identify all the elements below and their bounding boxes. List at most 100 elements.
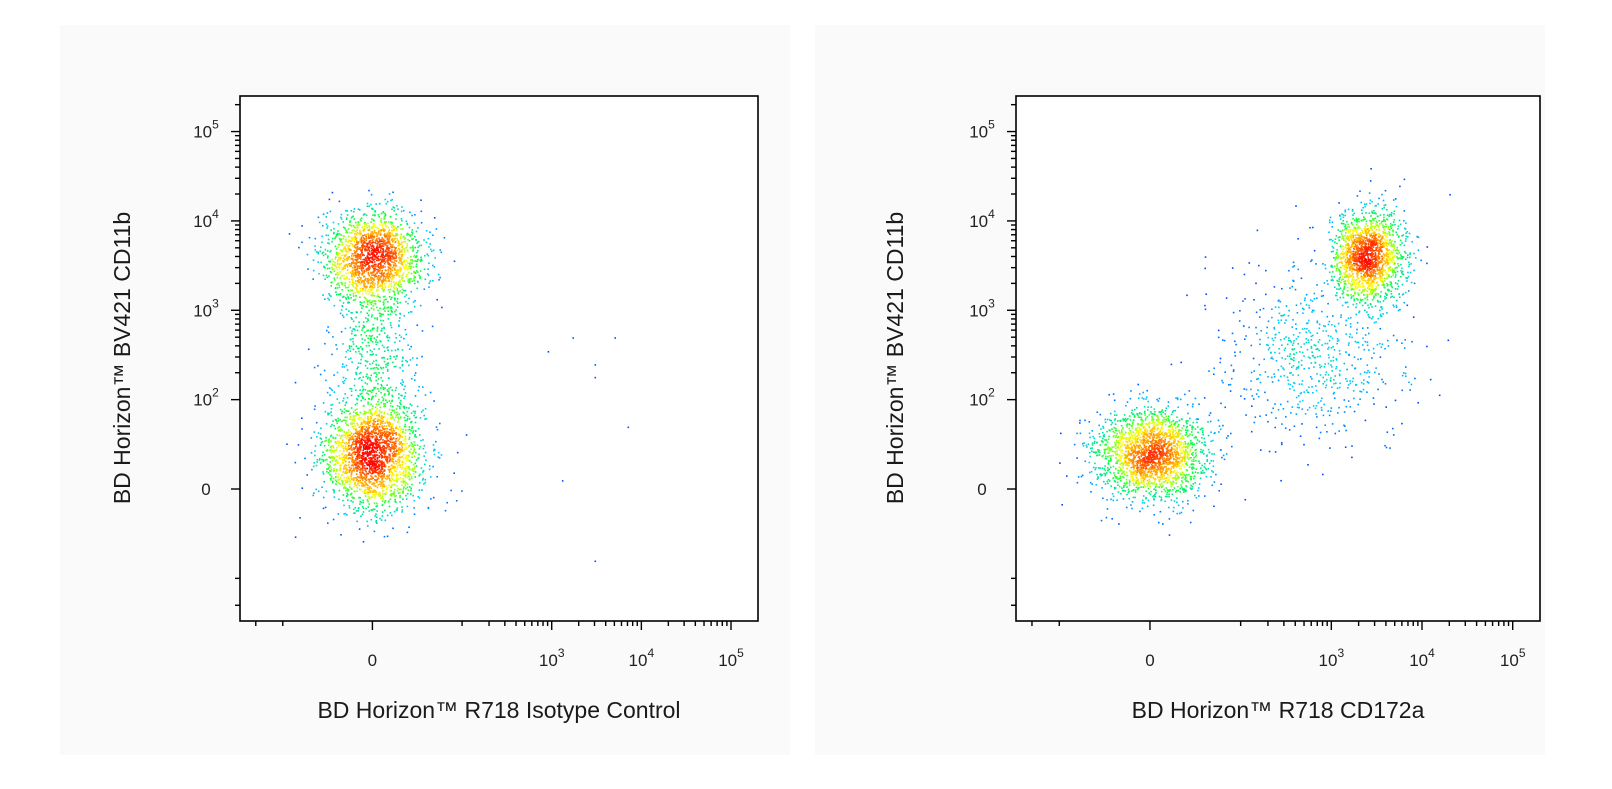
event-point [407, 455, 410, 458]
event-point [377, 293, 379, 296]
event-point [386, 242, 388, 244]
event-point [351, 283, 353, 285]
event-point [372, 323, 375, 326]
event-point [376, 454, 379, 457]
event-point [1114, 488, 1116, 490]
event-point [380, 340, 382, 343]
event-point [378, 333, 381, 336]
event-point [388, 237, 390, 240]
event-point [395, 254, 397, 257]
event-point [382, 313, 384, 316]
event-point [386, 478, 388, 480]
event-point [358, 224, 361, 226]
event-point [316, 461, 318, 463]
event-point [375, 460, 378, 462]
event-point [385, 363, 387, 366]
event-point [367, 235, 370, 237]
event-point [384, 244, 387, 246]
event-point [410, 267, 412, 270]
event-point [360, 311, 362, 313]
event-point [391, 275, 394, 277]
event-point [361, 477, 363, 480]
event-point [344, 227, 346, 230]
event-point [397, 457, 400, 459]
event-point [395, 449, 398, 451]
event-point [405, 473, 407, 476]
event-point [384, 249, 387, 252]
event-point [334, 449, 337, 452]
event-point [355, 443, 357, 445]
event-point [401, 449, 403, 452]
event-point [383, 475, 385, 478]
event-point [375, 513, 377, 515]
event-point [380, 392, 382, 394]
event-point [378, 415, 381, 418]
event-point [381, 418, 384, 420]
event-point [362, 305, 365, 307]
event-point [378, 445, 381, 447]
event-point [400, 416, 402, 418]
event-point [414, 235, 416, 238]
event-point [369, 377, 371, 379]
event-point [328, 260, 330, 263]
event-point [421, 479, 424, 481]
event-point [404, 437, 406, 440]
y-tick-label: 103 [193, 296, 219, 320]
event-point [350, 236, 353, 239]
event-point [401, 356, 404, 358]
event-point [413, 468, 416, 470]
event-point [1134, 491, 1137, 493]
event-point [370, 301, 373, 304]
event-point [414, 433, 416, 436]
event-point [361, 269, 363, 272]
event-point [362, 451, 364, 454]
event-point [377, 414, 380, 417]
event-point [403, 412, 406, 415]
event-point [368, 288, 370, 291]
event-point [345, 457, 348, 459]
event-point [412, 250, 414, 252]
event-point [437, 273, 440, 276]
event-point [352, 299, 355, 302]
x-tick-label: 105 [718, 646, 744, 670]
event-point [335, 476, 337, 478]
event-point [382, 480, 385, 483]
event-point [357, 280, 359, 282]
event-point [370, 367, 372, 370]
event-point [341, 453, 343, 456]
event-point [389, 468, 391, 471]
event-point [403, 486, 405, 488]
event-point [380, 258, 382, 261]
event-point [378, 390, 380, 393]
event-point [383, 455, 386, 458]
event-point [351, 273, 353, 275]
event-point [385, 280, 387, 282]
event-point [349, 350, 352, 352]
event-point [371, 300, 374, 303]
event-point [395, 501, 397, 503]
event-point [354, 432, 357, 434]
event-point [407, 302, 409, 305]
event-point [368, 300, 370, 302]
event-point [324, 506, 327, 509]
event-point [1153, 481, 1156, 483]
event-point [380, 265, 383, 268]
event-point [294, 461, 297, 464]
event-point [386, 436, 389, 439]
event-point [1108, 480, 1111, 482]
event-point [374, 460, 376, 462]
event-point [367, 403, 369, 405]
event-point [379, 460, 381, 463]
event-point [351, 289, 354, 292]
event-point [414, 412, 416, 415]
event-point [382, 399, 384, 402]
event-point [384, 387, 386, 389]
event-point [347, 493, 349, 496]
event-point [338, 456, 341, 459]
event-point [356, 457, 359, 459]
event-point [355, 254, 358, 257]
event-point [346, 410, 348, 412]
event-point [363, 240, 366, 243]
event-point [413, 279, 415, 282]
event-point [375, 372, 377, 374]
